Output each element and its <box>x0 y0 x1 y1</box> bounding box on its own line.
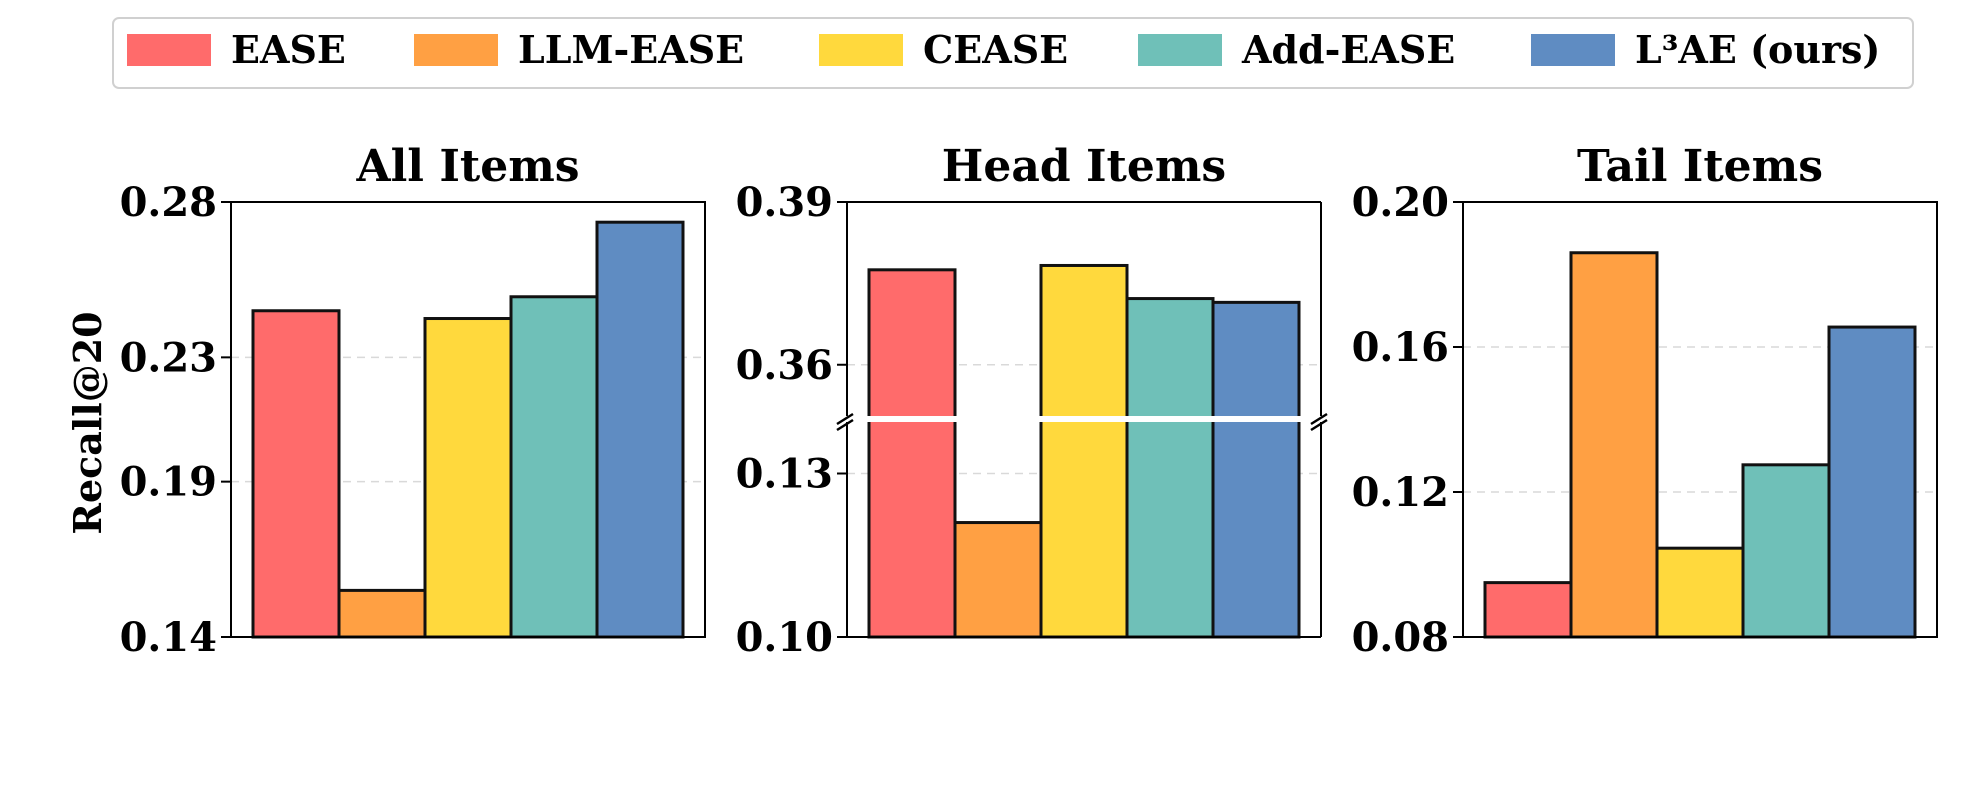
bar-l-ae-ours <box>595 220 685 639</box>
bar-llm-ease <box>337 588 427 639</box>
y-tick-label: 0.36 <box>736 342 833 389</box>
legend: EASE LLM-EASE CEASE Add-EASE L³AE (ours) <box>112 17 1914 89</box>
y-tick-label: 0.19 <box>120 459 217 506</box>
bar-cease <box>1039 263 1129 639</box>
axis-break-gap <box>845 416 1323 422</box>
bar-ease <box>1483 581 1573 639</box>
legend-label: EASE <box>231 27 346 72</box>
break-mark <box>836 412 854 426</box>
y-tick-label: 0.12 <box>1352 469 1449 516</box>
y-tick-label: 0.23 <box>120 334 217 381</box>
y-tick-label: 0.28 <box>120 179 217 226</box>
bar-ease <box>867 268 957 639</box>
legend-swatch <box>819 34 903 66</box>
bar-llm-ease <box>953 521 1043 639</box>
legend-item-l-ae-ours: L³AE (ours) <box>1531 27 1880 72</box>
legend-item-ease: EASE <box>127 27 346 72</box>
panel-title: All Items <box>355 141 579 192</box>
legend-swatch <box>1138 34 1222 66</box>
bar-ease <box>251 309 341 639</box>
y-axis-label: Recall@20 <box>65 311 110 534</box>
legend-item-cease: CEASE <box>819 27 1068 72</box>
y-tick-label: 0.13 <box>736 451 833 498</box>
legend-label: LLM-EASE <box>518 27 744 72</box>
legend-swatch <box>127 34 211 66</box>
break-mark <box>1310 412 1328 426</box>
y-tick-label: 0.16 <box>1352 324 1449 371</box>
bar-add-ease <box>1741 463 1831 639</box>
legend-frame <box>112 17 1914 89</box>
legend-label: L³AE (ours) <box>1635 27 1880 72</box>
plot-frame <box>1462 201 1938 638</box>
bar-add-ease <box>509 295 599 639</box>
panel-title: Head Items <box>942 141 1226 192</box>
panel-tail-items: Tail Items 0.08 0.12 0.16 0.20 <box>1352 141 1938 661</box>
legend-swatch <box>414 34 498 66</box>
y-tick-label: 0.14 <box>120 614 217 661</box>
bar-cease <box>1655 546 1745 639</box>
bar-l-ae-ours <box>1211 300 1301 639</box>
break-mark <box>1310 418 1328 432</box>
legend-swatch <box>1531 34 1615 66</box>
bar-llm-ease <box>1569 251 1659 639</box>
plot-frame <box>230 201 706 638</box>
break-mark <box>836 418 854 432</box>
y-tick-label: 0.10 <box>736 614 833 661</box>
panel-all-items: All Items 0.14 0.19 0.23 0.28 <box>120 141 706 661</box>
panel-head-items: Head Items 0.10 0.13 0.36 0.39 <box>736 141 1328 661</box>
bar-l-ae-ours <box>1827 325 1917 639</box>
legend-item-llm-ease: LLM-EASE <box>414 27 744 72</box>
panel-title: Tail Items <box>1577 141 1823 192</box>
y-tick-label: 0.08 <box>1352 614 1449 661</box>
legend-label: CEASE <box>923 27 1068 72</box>
y-tick-label: 0.39 <box>736 179 833 226</box>
bar-add-ease <box>1125 297 1215 639</box>
legend-label: Add-EASE <box>1241 27 1455 72</box>
bar-cease <box>423 317 513 639</box>
y-tick-label: 0.20 <box>1352 179 1449 226</box>
legend-item-add-ease: Add-EASE <box>1138 27 1455 72</box>
